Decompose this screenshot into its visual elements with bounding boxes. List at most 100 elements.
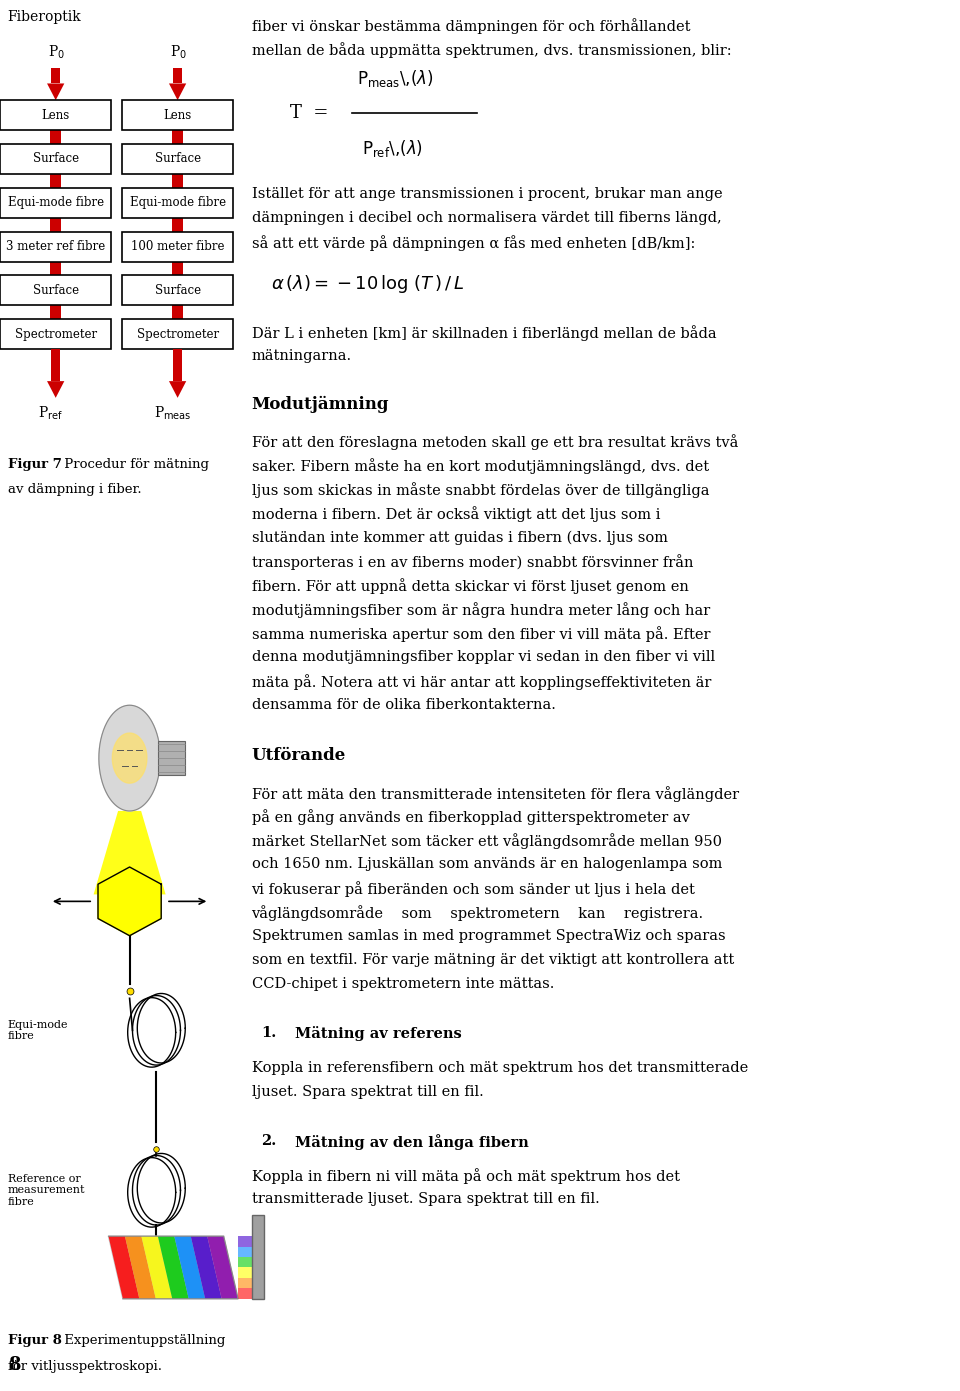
Bar <box>158 740 185 776</box>
Text: densamma för de olika fiberkontakterna.: densamma för de olika fiberkontakterna. <box>252 698 556 712</box>
Text: fiber vi önskar bestämma dämpningen för och förhållandet: fiber vi önskar bestämma dämpningen för … <box>252 18 690 33</box>
Bar <box>123 319 233 349</box>
Text: som en textfil. För varje mätning är det viktigt att kontrollera att: som en textfil. För varje mätning är det… <box>252 953 733 967</box>
Text: dämpningen i decibel och normalisera värdet till fiberns längd,: dämpningen i decibel och normalisera vär… <box>252 211 721 225</box>
Text: på en gång används en fiberkopplad gitterspektrometer av: på en gång används en fiberkopplad gitte… <box>252 810 689 825</box>
Text: 3 meter ref fibre: 3 meter ref fibre <box>6 241 106 253</box>
Polygon shape <box>207 1237 238 1299</box>
Text: moderna i fibern. Det är också viktigt att det ljus som i: moderna i fibern. Det är också viktigt a… <box>252 506 660 522</box>
Text: P$_0$: P$_0$ <box>48 43 65 61</box>
Bar <box>172 262 183 275</box>
Text: för vitljusspektroskopi.: för vitljusspektroskopi. <box>8 1360 161 1373</box>
Polygon shape <box>99 705 160 811</box>
Text: Lens: Lens <box>163 108 192 121</box>
Polygon shape <box>141 1237 172 1299</box>
Text: Spektrumen samlas in med programmet SpectraWiz och sparas: Spektrumen samlas in med programmet Spec… <box>252 929 725 943</box>
Bar <box>123 188 233 217</box>
Polygon shape <box>238 1237 252 1246</box>
Text: Figur 7: Figur 7 <box>8 458 61 470</box>
Polygon shape <box>112 733 147 783</box>
Polygon shape <box>94 811 166 894</box>
Bar <box>123 100 233 129</box>
Bar <box>173 68 182 83</box>
Polygon shape <box>157 1237 189 1299</box>
Polygon shape <box>47 83 64 100</box>
Text: Surface: Surface <box>33 153 79 166</box>
Bar <box>172 305 183 319</box>
Bar <box>1 231 111 262</box>
Text: Istället för att ange transmissionen i procent, brukar man ange: Istället för att ange transmissionen i p… <box>252 186 722 200</box>
Bar <box>50 262 61 275</box>
Text: och 1650 nm. Ljuskällan som används är en halogenlampa som: och 1650 nm. Ljuskällan som används är e… <box>252 857 722 871</box>
Text: ljus som skickas in måste snabbt fördelas över de tillgängliga: ljus som skickas in måste snabbt fördela… <box>252 483 709 498</box>
Text: Surface: Surface <box>33 284 79 296</box>
Text: mäta på. Notera att vi här antar att kopplingseffektiviteten är: mäta på. Notera att vi här antar att kop… <box>252 673 711 690</box>
Polygon shape <box>169 381 186 398</box>
Text: fibern. För att uppnå detta skickar vi först ljuset genom en: fibern. För att uppnå detta skickar vi f… <box>252 579 688 594</box>
Text: Mätning av den långa fibern: Mätning av den långa fibern <box>295 1134 528 1149</box>
Polygon shape <box>108 1237 139 1299</box>
Bar <box>123 231 233 262</box>
Text: transmitterade ljuset. Spara spektrat till en fil.: transmitterade ljuset. Spara spektrat ti… <box>252 1192 599 1206</box>
Text: Mätning av referens: Mätning av referens <box>295 1027 462 1040</box>
Text: denna modutjämningsfiber kopplar vi sedan in den fiber vi vill: denna modutjämningsfiber kopplar vi seda… <box>252 650 714 664</box>
Text: saker. Fibern måste ha en kort modutjämningslängd, dvs. det: saker. Fibern måste ha en kort modutjämn… <box>252 459 708 474</box>
Text: Equi-mode
fibre: Equi-mode fibre <box>8 1020 68 1040</box>
Polygon shape <box>125 1237 156 1299</box>
Polygon shape <box>238 1257 252 1267</box>
Text: transporteras i en av fiberns moder) snabbt försvinner från: transporteras i en av fiberns moder) sna… <box>252 554 693 570</box>
Text: Spectrometer: Spectrometer <box>136 328 219 341</box>
Text: För att den föreslagna metoden skall ge ett bra resultat krävs två: För att den föreslagna metoden skall ge … <box>252 434 738 451</box>
Text: 1.: 1. <box>261 1027 276 1040</box>
Bar <box>52 68 60 83</box>
Bar <box>1 319 111 349</box>
Text: mellan de båda uppmätta spektrumen, dvs. transmissionen, blir:: mellan de båda uppmätta spektrumen, dvs.… <box>252 42 732 58</box>
Text: vi fokuserar på fiberänden och som sänder ut ljus i hela det: vi fokuserar på fiberänden och som sände… <box>252 882 695 897</box>
Bar <box>252 1216 264 1299</box>
Text: P$_{\rm meas}$: P$_{\rm meas}$ <box>154 405 192 423</box>
Bar <box>123 275 233 305</box>
Text: våglängdsområde    som    spektrometern    kan    registrera.: våglängdsområde som spektrometern kan re… <box>252 906 704 921</box>
Bar <box>50 217 61 231</box>
Text: slutändan inte kommer att guidas i fibern (dvs. ljus som: slutändan inte kommer att guidas i fiber… <box>252 530 667 545</box>
Polygon shape <box>238 1267 252 1278</box>
Text: så att ett värde på dämpningen α fås med enheten [dB/km]:: så att ett värde på dämpningen α fås med… <box>252 235 695 250</box>
Text: $\alpha\,(\lambda) = -10\,\log\,(T\,)\,/\,L$: $\alpha\,(\lambda) = -10\,\log\,(T\,)\,/… <box>271 273 465 295</box>
Text: 2.: 2. <box>261 1134 276 1148</box>
Text: Surface: Surface <box>155 153 201 166</box>
Text: Experimentuppställning: Experimentuppställning <box>60 1334 226 1346</box>
Polygon shape <box>108 1237 238 1299</box>
Bar <box>123 143 233 174</box>
Text: 8: 8 <box>8 1356 20 1374</box>
Text: Figur 8: Figur 8 <box>8 1334 61 1346</box>
Text: Lens: Lens <box>41 108 70 121</box>
Bar <box>1 275 111 305</box>
Bar <box>50 174 61 188</box>
Text: mätningarna.: mätningarna. <box>252 349 351 363</box>
Text: Där L i enheten [km] är skillnaden i fiberlängd mellan de båda: Där L i enheten [km] är skillnaden i fib… <box>252 325 716 341</box>
Text: Spectrometer: Spectrometer <box>14 328 97 341</box>
Polygon shape <box>98 867 161 936</box>
Text: P$_{\rm ref}$\,($\lambda$): P$_{\rm ref}$\,($\lambda$) <box>362 138 423 159</box>
Bar <box>1 143 111 174</box>
Bar <box>1 188 111 217</box>
Text: Equi-mode fibre: Equi-mode fibre <box>130 196 226 209</box>
Text: CCD-chipet i spektrometern inte mättas.: CCD-chipet i spektrometern inte mättas. <box>252 976 554 990</box>
Text: P$_{\rm meas}$\,($\lambda$): P$_{\rm meas}$\,($\lambda$) <box>357 68 434 89</box>
Text: av dämpning i fiber.: av dämpning i fiber. <box>8 483 141 495</box>
Bar <box>172 129 183 143</box>
Bar <box>172 174 183 188</box>
Text: Utförande: Utförande <box>252 747 346 764</box>
Text: märket StellarNet som täcker ett våglängdsområde mellan 950: märket StellarNet som täcker ett vågläng… <box>252 833 722 850</box>
Bar <box>50 129 61 143</box>
Bar <box>1 100 111 129</box>
Polygon shape <box>238 1278 252 1288</box>
Bar <box>173 349 182 381</box>
Bar <box>52 349 60 381</box>
Polygon shape <box>175 1237 205 1299</box>
Text: P$_0$: P$_0$ <box>170 43 187 61</box>
Text: Koppla in referensfibern och mät spektrum hos det transmitterade: Koppla in referensfibern och mät spektru… <box>252 1061 748 1075</box>
Text: Fiberoptik: Fiberoptik <box>8 10 82 24</box>
Text: Koppla in fibern ni vill mäta på och mät spektrum hos det: Koppla in fibern ni vill mäta på och mät… <box>252 1168 680 1184</box>
Bar <box>50 305 61 319</box>
